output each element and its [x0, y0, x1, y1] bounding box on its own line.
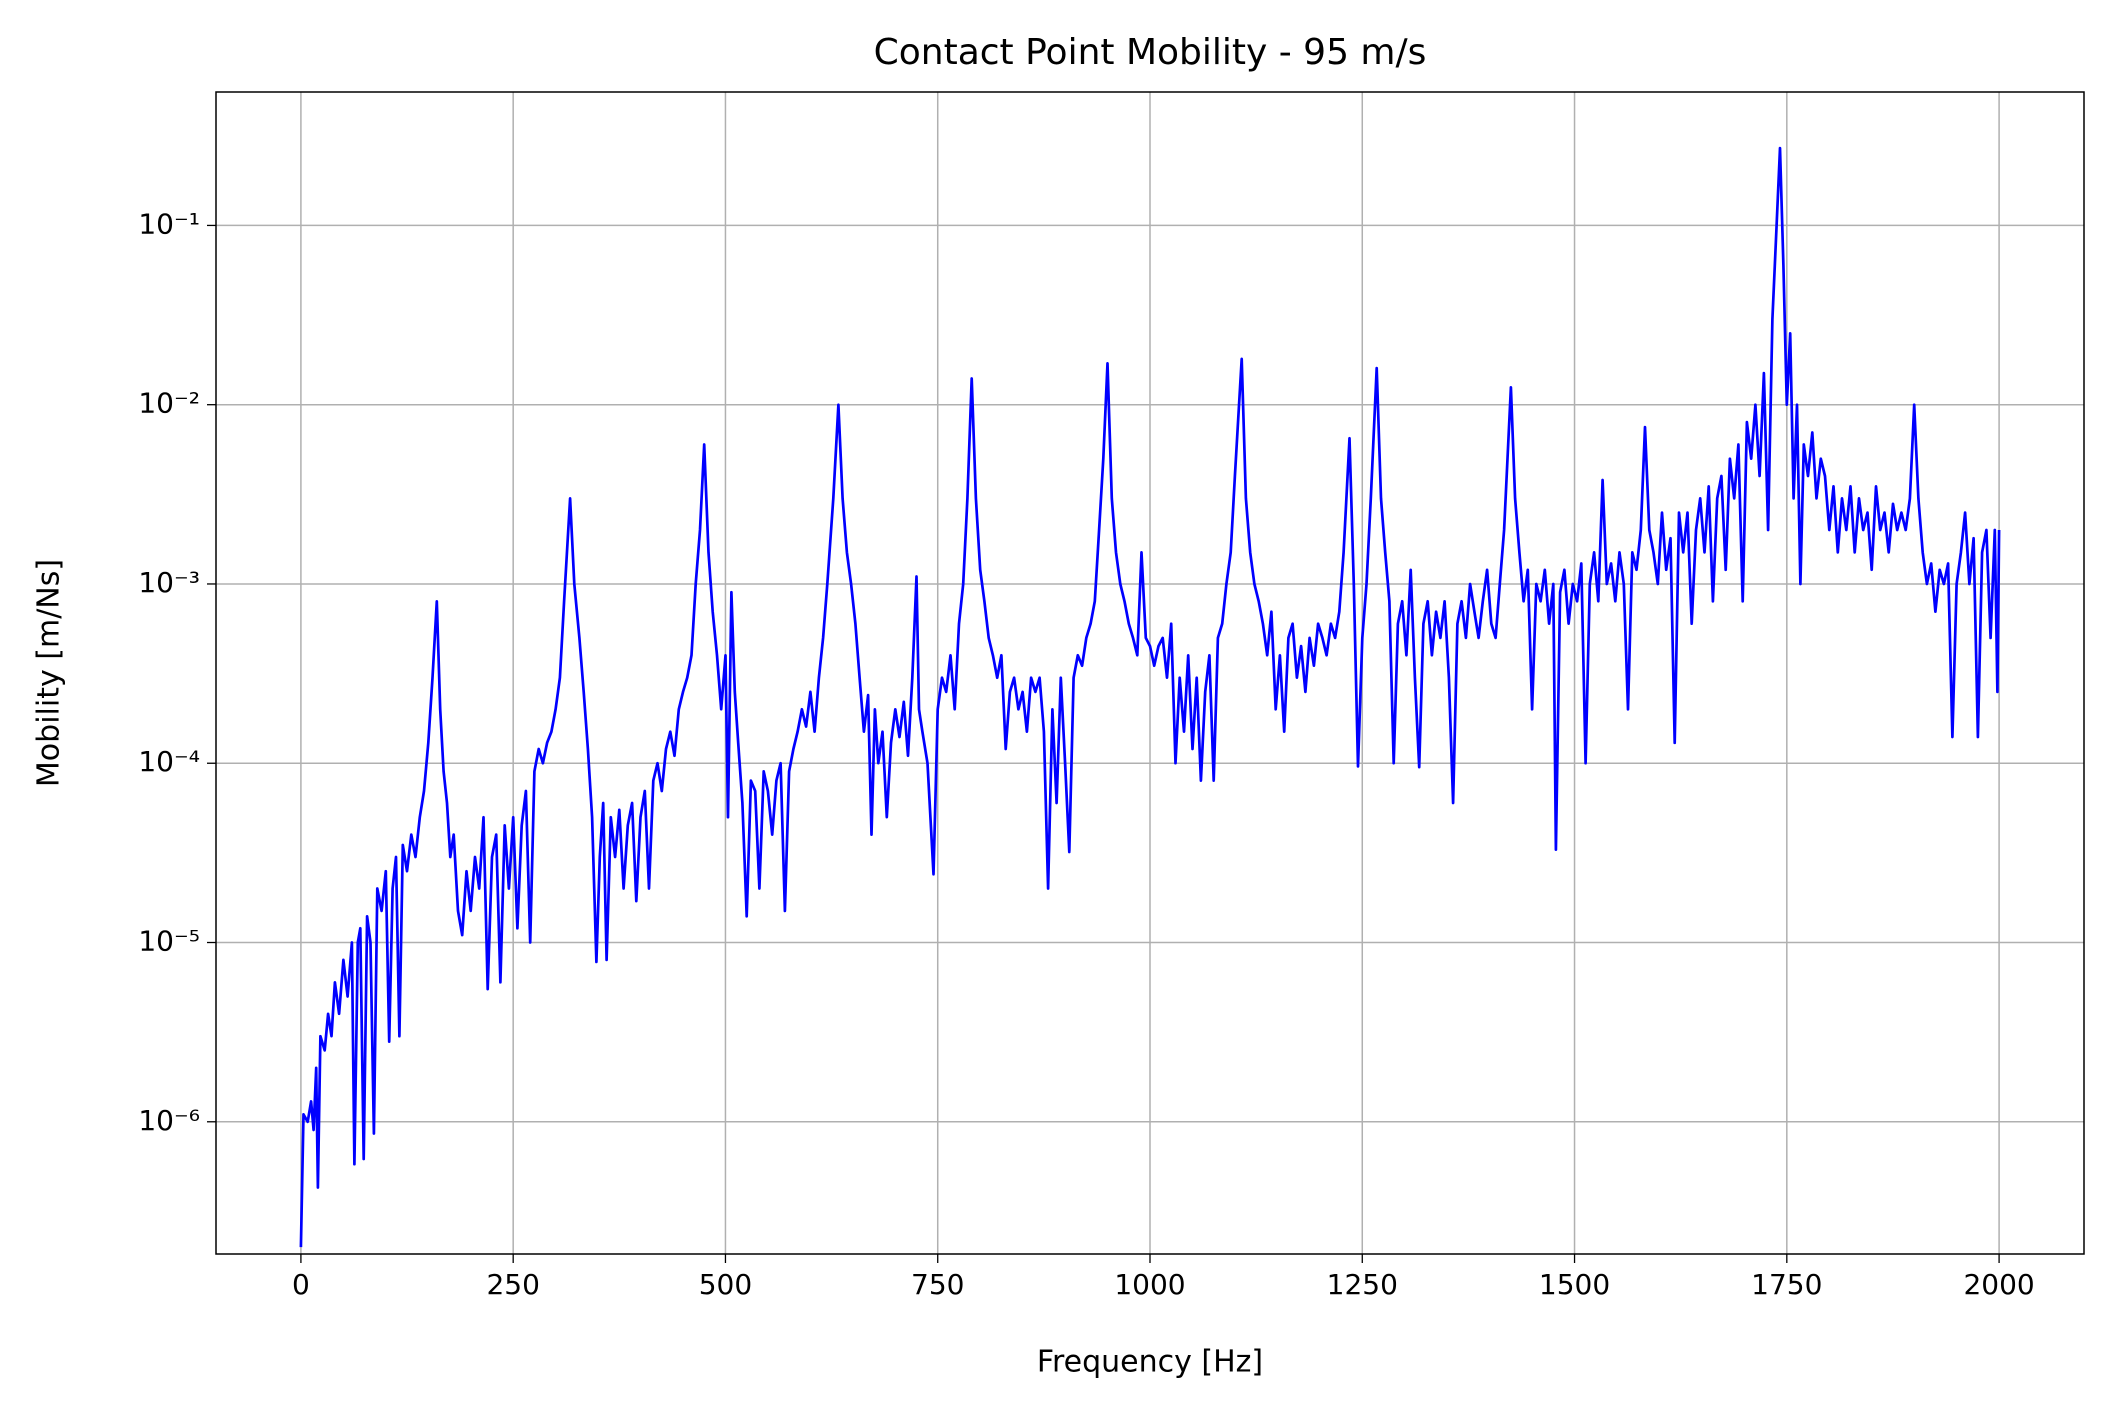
y-tick-label: 10⁻⁴: [138, 745, 200, 778]
x-tick-label: 750: [911, 1268, 964, 1301]
y-tick-label: 10⁻³: [138, 566, 200, 599]
data-line: [299, 146, 2001, 1248]
x-tick-label: 1500: [1539, 1268, 1610, 1301]
chart-title: Contact Point Mobility - 95 m/s: [874, 32, 1427, 73]
x-tick-label: 2000: [1963, 1268, 2034, 1301]
x-tick-label: 1250: [1327, 1268, 1398, 1301]
plot-frame: [215, 91, 2085, 1255]
y-tick-label: 10⁻⁵: [138, 925, 200, 958]
x-tick-label: 500: [699, 1268, 752, 1301]
x-tick-label: 250: [486, 1268, 539, 1301]
x-tick-label: 1000: [1114, 1268, 1185, 1301]
y-tick-label: 10⁻¹: [138, 207, 200, 240]
x-axis-label: Frequency [Hz]: [1037, 1345, 1263, 1380]
y-tick-label: 10⁻⁶: [138, 1104, 200, 1137]
y-axis-label: Mobility [m/Ns]: [32, 559, 67, 787]
x-tick-label: 0: [292, 1268, 310, 1301]
y-tick-label: 10⁻²: [138, 387, 200, 420]
x-tick-label: 1750: [1751, 1268, 1822, 1301]
